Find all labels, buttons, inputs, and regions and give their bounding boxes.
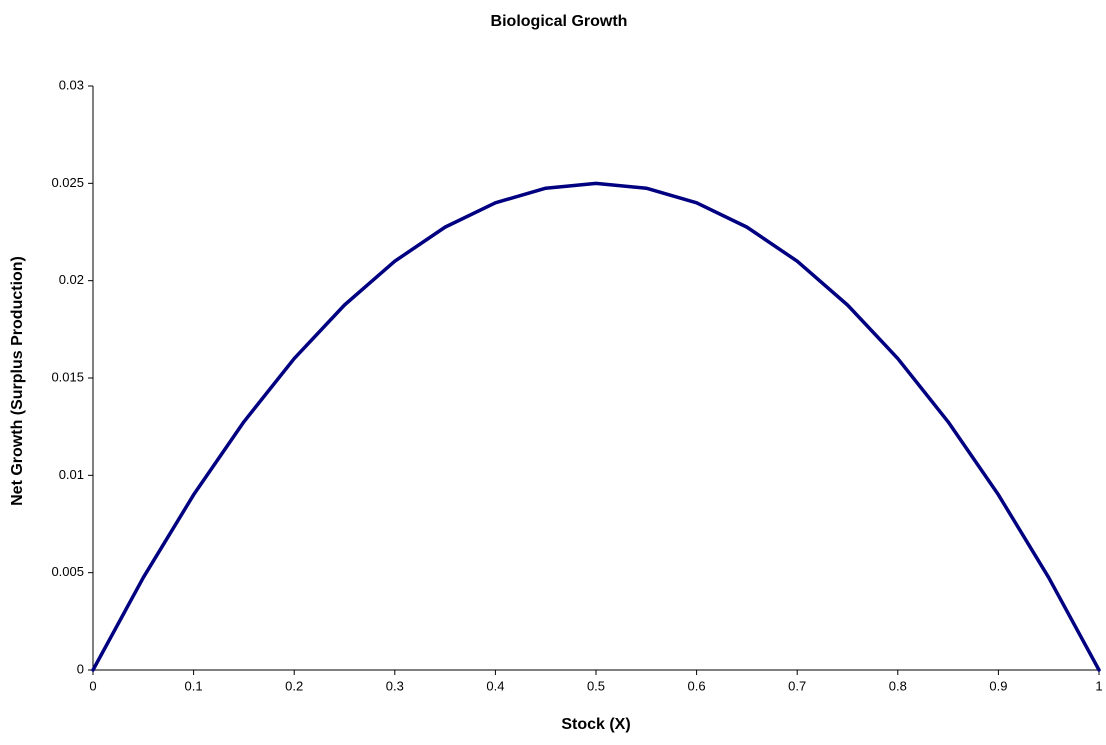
y-tick-label: 0.005: [51, 564, 84, 579]
y-axis-title: Net Growth (Surplus Production): [9, 256, 26, 506]
x-tick-label: 0.9: [989, 678, 1007, 693]
y-tick-label: 0: [77, 661, 84, 676]
chart-title: Biological Growth: [491, 13, 628, 30]
x-tick-label: 0.8: [889, 678, 907, 693]
y-tick-label: 0.03: [59, 77, 84, 92]
x-tick-label: 0.6: [688, 678, 706, 693]
x-tick-label: 0.7: [788, 678, 806, 693]
x-tick-label: 0.1: [185, 678, 203, 693]
y-tick-label: 0.015: [51, 369, 84, 384]
line-series: [91, 181, 1101, 672]
x-tick-label: 0.5: [587, 678, 605, 693]
x-axis-title: Stock (X): [561, 716, 630, 733]
y-tick-label: 0.025: [51, 175, 84, 190]
x-tick-label: 1: [1095, 678, 1102, 693]
x-tick-label: 0.2: [285, 678, 303, 693]
x-tick-label: 0: [89, 678, 96, 693]
y-tick-label: 0.01: [59, 467, 84, 482]
y-tick-label: 0.02: [59, 272, 84, 287]
x-tick-label: 0.4: [486, 678, 504, 693]
x-tick-label: 0.3: [386, 678, 404, 693]
